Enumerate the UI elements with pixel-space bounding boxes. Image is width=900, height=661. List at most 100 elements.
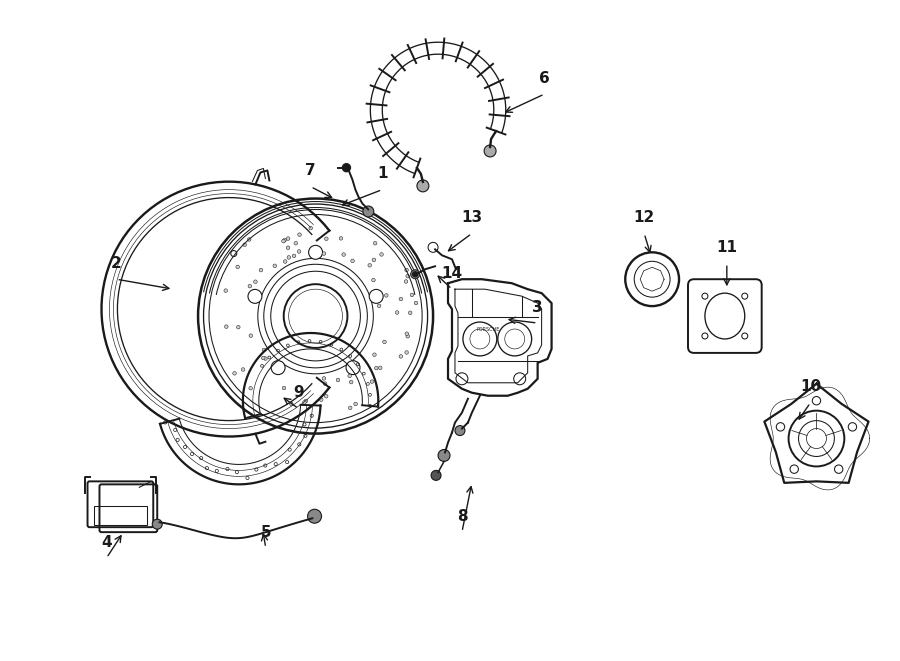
Circle shape <box>405 268 409 272</box>
Bar <box>94 506 148 525</box>
Circle shape <box>382 340 386 344</box>
Circle shape <box>349 380 353 384</box>
Circle shape <box>271 361 285 375</box>
Circle shape <box>233 371 237 375</box>
Circle shape <box>286 237 290 241</box>
Circle shape <box>254 280 257 284</box>
Circle shape <box>237 325 240 329</box>
Circle shape <box>337 378 340 382</box>
Circle shape <box>406 334 410 338</box>
Circle shape <box>320 398 323 401</box>
Text: 4: 4 <box>101 535 112 549</box>
Circle shape <box>286 246 290 249</box>
Circle shape <box>342 253 346 256</box>
Circle shape <box>431 471 441 481</box>
Circle shape <box>224 325 228 329</box>
Circle shape <box>236 265 239 268</box>
Circle shape <box>152 519 162 529</box>
Text: 3: 3 <box>532 299 543 315</box>
Circle shape <box>455 426 465 436</box>
Circle shape <box>262 356 265 360</box>
Text: 9: 9 <box>293 385 304 401</box>
Circle shape <box>363 206 374 217</box>
Circle shape <box>284 260 287 263</box>
Circle shape <box>283 239 286 242</box>
Circle shape <box>224 289 228 292</box>
Circle shape <box>380 253 383 256</box>
Circle shape <box>283 386 286 390</box>
Text: 8: 8 <box>456 509 467 524</box>
Circle shape <box>249 334 253 337</box>
Circle shape <box>405 350 409 354</box>
Circle shape <box>264 357 267 360</box>
Circle shape <box>399 354 402 358</box>
Circle shape <box>348 374 351 377</box>
Circle shape <box>414 301 418 305</box>
Circle shape <box>410 293 414 297</box>
Circle shape <box>284 284 347 348</box>
Circle shape <box>372 258 375 262</box>
Circle shape <box>373 353 376 356</box>
Text: 11: 11 <box>716 240 737 255</box>
Circle shape <box>325 237 328 241</box>
Circle shape <box>309 245 322 259</box>
Circle shape <box>438 449 450 461</box>
Circle shape <box>417 180 429 192</box>
Circle shape <box>370 380 374 383</box>
Circle shape <box>374 241 377 245</box>
Circle shape <box>406 274 410 278</box>
Circle shape <box>282 239 285 243</box>
Circle shape <box>339 237 343 240</box>
Circle shape <box>351 259 355 262</box>
Circle shape <box>378 366 382 369</box>
Text: 13: 13 <box>462 210 482 225</box>
Circle shape <box>248 290 262 303</box>
Text: 12: 12 <box>634 210 655 225</box>
Circle shape <box>369 290 383 303</box>
Text: PORSCHE: PORSCHE <box>476 327 500 332</box>
Circle shape <box>259 268 263 272</box>
Circle shape <box>410 270 419 279</box>
Circle shape <box>324 395 328 398</box>
Circle shape <box>384 293 388 297</box>
Text: 2: 2 <box>111 256 122 271</box>
Circle shape <box>298 233 302 237</box>
Circle shape <box>404 280 408 284</box>
Circle shape <box>241 368 245 371</box>
Circle shape <box>372 278 375 282</box>
Circle shape <box>322 252 326 255</box>
Circle shape <box>413 272 418 277</box>
Circle shape <box>409 311 412 315</box>
Text: 6: 6 <box>539 71 550 85</box>
Circle shape <box>346 361 360 375</box>
Circle shape <box>248 238 251 241</box>
Circle shape <box>292 254 296 258</box>
Text: 10: 10 <box>800 379 821 394</box>
Circle shape <box>287 256 291 259</box>
Circle shape <box>368 264 372 267</box>
Text: 5: 5 <box>260 525 271 539</box>
Circle shape <box>395 311 399 314</box>
Circle shape <box>377 304 381 307</box>
Circle shape <box>262 348 266 352</box>
Circle shape <box>399 297 402 301</box>
Circle shape <box>374 366 378 370</box>
Circle shape <box>348 406 352 410</box>
Circle shape <box>297 250 301 253</box>
Circle shape <box>343 164 350 172</box>
Circle shape <box>249 387 252 390</box>
Circle shape <box>354 402 357 406</box>
Circle shape <box>294 241 298 245</box>
Circle shape <box>309 226 312 230</box>
Circle shape <box>304 399 308 403</box>
Circle shape <box>405 332 409 336</box>
Circle shape <box>248 284 252 288</box>
Text: 14: 14 <box>441 266 463 281</box>
Circle shape <box>302 401 306 404</box>
Circle shape <box>484 145 496 157</box>
Circle shape <box>273 264 276 268</box>
Circle shape <box>308 509 321 524</box>
Circle shape <box>290 402 293 405</box>
Circle shape <box>322 377 326 380</box>
Text: 7: 7 <box>305 163 316 178</box>
